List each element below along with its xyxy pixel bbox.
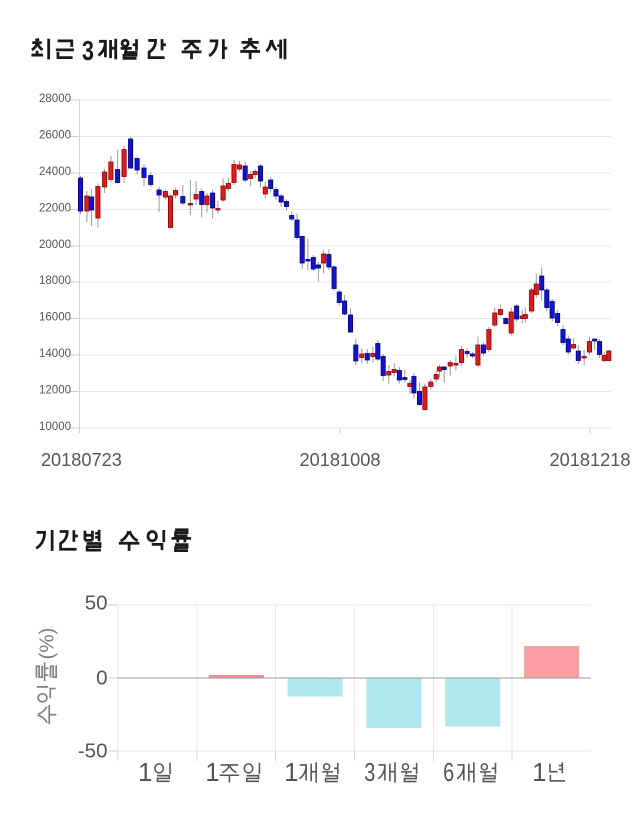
svg-text:1: 1 xyxy=(284,759,298,787)
svg-text:16000: 16000 xyxy=(39,312,71,324)
svg-text:3: 3 xyxy=(364,758,375,787)
svg-text:1: 1 xyxy=(532,759,546,787)
svg-text:0: 0 xyxy=(96,667,107,690)
svg-text:20181218: 20181218 xyxy=(550,450,631,470)
svg-text:20180723: 20180723 xyxy=(41,450,122,470)
svg-text:6: 6 xyxy=(443,758,454,787)
svg-text:(%): (%) xyxy=(36,628,59,660)
svg-text:20181008: 20181008 xyxy=(300,450,381,470)
svg-text:20000: 20000 xyxy=(39,239,71,251)
svg-text:50: 50 xyxy=(85,592,108,615)
svg-text:18000: 18000 xyxy=(39,275,71,287)
svg-text:-50: -50 xyxy=(78,739,108,762)
svg-text:28000: 28000 xyxy=(39,93,71,105)
svg-text:1: 1 xyxy=(205,759,219,787)
svg-text:24000: 24000 xyxy=(39,166,71,178)
svg-text:26000: 26000 xyxy=(39,129,71,141)
svg-text:14000: 14000 xyxy=(39,348,71,360)
svg-text:12000: 12000 xyxy=(39,385,71,397)
svg-text:1: 1 xyxy=(138,759,152,787)
svg-text:3: 3 xyxy=(82,36,94,66)
svg-text:22000: 22000 xyxy=(39,202,71,214)
svg-text:10000: 10000 xyxy=(39,421,71,433)
